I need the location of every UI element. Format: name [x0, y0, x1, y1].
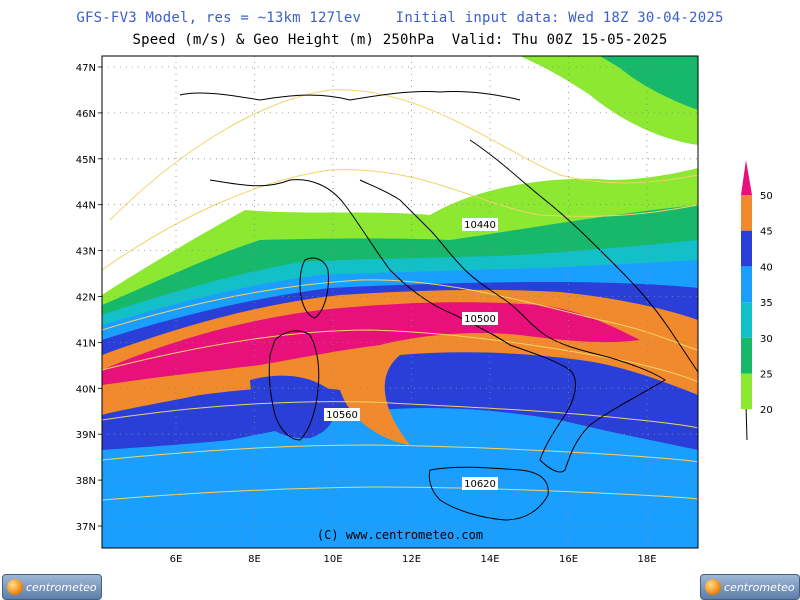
legend-color-block — [741, 302, 752, 338]
wind-speed-field — [102, 56, 698, 548]
wind-band-above-50 — [102, 302, 640, 385]
globe-logo-icon — [7, 579, 23, 595]
latitude-labels: 47N 46N 45N 44N 43N 42N 41N 40N 39N 38N 37N — [76, 63, 96, 533]
longitude-labels: 6E 8E 10E 12E 14E 16E 18E — [170, 554, 657, 565]
contour-label-10500: 10500 — [464, 314, 496, 325]
legend-tick-label: 30 — [760, 334, 773, 345]
map-frame — [101, 55, 699, 549]
chart-title-line2: Speed (m/s) & Geo Height (m) 250hPa Vali… — [132, 32, 668, 48]
chart-title-line1: GFS-FV3 Model, res = ~13km 127lev Initia… — [76, 10, 724, 26]
wind-band-25-30-north — [600, 56, 698, 110]
contour-label-10620: 10620 — [464, 479, 496, 490]
contour-labels: 10440 10500 10560 10620 — [324, 218, 498, 490]
lat-label: 42N — [76, 293, 96, 304]
legend-color-block — [741, 266, 752, 303]
contour-label-10440: 10440 — [464, 220, 496, 231]
lon-label: 6E — [170, 554, 183, 565]
centrometeo-logo-right[interactable]: centrometeo — [700, 574, 800, 600]
lon-label: 8E — [248, 554, 261, 565]
legend-color-block — [741, 230, 752, 267]
contour-label-10560: 10560 — [326, 410, 358, 421]
logo-text-right: centrometeo — [724, 580, 795, 594]
lat-label: 39N — [76, 430, 96, 441]
watermark: (C) www.centrometeo.com — [317, 528, 483, 542]
legend-tail — [745, 404, 748, 441]
lat-label: 46N — [76, 109, 96, 120]
north-border — [179, 91, 521, 101]
lat-label: 47N — [76, 63, 96, 74]
lon-label: 16E — [559, 554, 578, 565]
lat-label: 40N — [76, 384, 96, 395]
contour-label-box-10500 — [462, 312, 498, 325]
balkan-coastline — [469, 139, 698, 373]
legend-color-block — [741, 195, 752, 231]
legend-color-block — [741, 337, 752, 374]
contour-label-box-10440 — [462, 218, 498, 231]
centrometeo-logo-left[interactable]: centrometeo — [2, 574, 102, 600]
contour-line-10470 — [102, 169, 698, 271]
contour-line-10440 — [109, 89, 698, 221]
lat-label: 38N — [76, 476, 96, 487]
corsica-coastline — [299, 257, 329, 319]
lon-label: 12E — [402, 554, 421, 565]
globe-logo-icon — [705, 579, 721, 595]
contour-label-box-10560 — [324, 408, 360, 421]
italy-coastline — [209, 179, 666, 473]
legend-tick-label: 25 — [760, 370, 773, 381]
logo-text-left: centrometeo — [26, 580, 97, 594]
coastlines — [179, 91, 698, 521]
legend-tick-label: 35 — [760, 298, 773, 309]
legend-tick-label: 45 — [760, 227, 773, 238]
lon-label: 14E — [480, 554, 499, 565]
legend-tick-label: 40 — [760, 262, 773, 273]
contour-line-10530 — [102, 329, 698, 383]
wind-core-south-blue — [250, 375, 335, 439]
contour-line-10590 — [102, 444, 698, 463]
wind-speed-legend: 50 45 40 35 30 25 20 — [741, 160, 773, 441]
contour-line-10500 — [102, 279, 698, 351]
contour-line-10560 — [102, 401, 698, 429]
lat-label: 44N — [76, 201, 96, 212]
lat-label: 37N — [76, 522, 96, 533]
sicily-coastline — [428, 466, 549, 521]
sardinia-coastline — [268, 330, 320, 441]
legend-arrow-top — [741, 160, 752, 195]
legend-color-block — [741, 373, 752, 410]
lon-label: 10E — [323, 554, 342, 565]
lon-label: 18E — [637, 554, 656, 565]
lat-label: 43N — [76, 247, 96, 258]
legend-tick-label: 50 — [760, 191, 773, 202]
lat-label: 45N — [76, 155, 96, 166]
grid-lines — [98, 56, 698, 548]
contour-label-box-10620 — [462, 477, 498, 490]
lat-label: 41N — [76, 338, 96, 349]
legend-tick-label: 20 — [760, 405, 773, 416]
